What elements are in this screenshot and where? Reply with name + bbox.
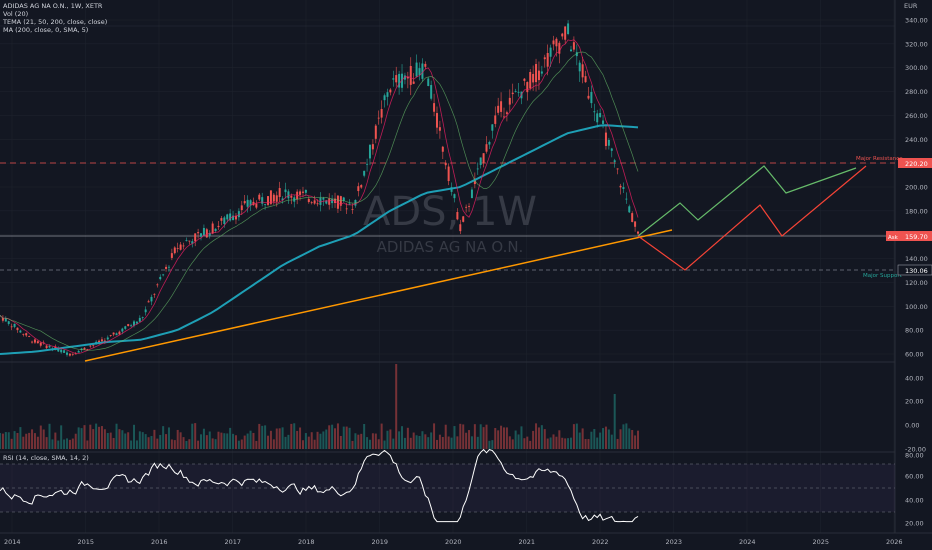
- price-tick: 140.00: [905, 255, 928, 263]
- rsi-title: RSI (14, close, SMA, 14, 2): [3, 454, 89, 462]
- price-tick: 300.00: [905, 64, 928, 72]
- time-tick: 2017: [225, 538, 242, 546]
- volume-tick: 40.00: [905, 375, 924, 383]
- price-tick: 120.00: [905, 279, 928, 287]
- support-price-label: 130.06: [905, 267, 928, 275]
- time-tick: 2025: [813, 538, 830, 546]
- currency-label: EUR: [904, 2, 918, 10]
- price-tick: 280.00: [905, 88, 928, 96]
- price-tick: 260.00: [905, 112, 928, 120]
- volume-tick: 20.00: [905, 398, 924, 406]
- rsi-tick: 40.00: [905, 497, 924, 505]
- rsi-tick: 20.00: [905, 520, 924, 528]
- rsi-tick: 60.00: [905, 473, 924, 481]
- price-tick: 180.00: [905, 207, 928, 215]
- price-tick: 340.00: [905, 17, 928, 25]
- rsi-line: [0, 448, 639, 523]
- rsi-legend: RSI (14, close, SMA, 14, 2): [3, 454, 89, 462]
- current-price-label: 159.70: [905, 233, 928, 241]
- watermark-name: ADIDAS AG NA O.N.: [377, 238, 524, 256]
- indicator-tema: TEMA (21, 50, 200, close, close): [3, 18, 108, 26]
- time-tick: 2015: [78, 538, 95, 546]
- time-tick: 2018: [298, 538, 315, 546]
- indicator-ma: MA (200, close, 0, SMA, 5): [3, 26, 89, 34]
- rsi-tick: 80.00: [905, 452, 924, 460]
- projection-bullish[interactable]: [637, 165, 857, 237]
- price-tick: 100.00: [905, 303, 928, 311]
- time-tick: 2019: [372, 538, 389, 546]
- time-tick: 2016: [151, 538, 168, 546]
- volume-tick: 0.00: [905, 422, 919, 430]
- time-tick: 2023: [666, 538, 683, 546]
- time-tick: 2022: [592, 538, 609, 546]
- time-tick: 2020: [445, 538, 462, 546]
- price-tick: 240.00: [905, 136, 928, 144]
- watermark-ticker: ADS, 1W: [363, 189, 537, 235]
- price-tick: 320.00: [905, 40, 928, 48]
- tema-slow-line: [0, 51, 639, 351]
- resistance-price-label: 220.20: [905, 160, 928, 168]
- volume-bars: [0, 364, 639, 449]
- tema-line: [0, 39, 639, 354]
- trendline[interactable]: [84, 229, 673, 362]
- resistance-text: Major Resistance: [856, 156, 903, 162]
- time-tick: 2024: [739, 538, 756, 546]
- price-tick: 60.00: [905, 351, 924, 359]
- legend: ADIDAS AG NA O.N., 1W, XETR Vol (20) TEM…: [3, 2, 107, 34]
- time-tick: 2021: [519, 538, 536, 546]
- ask-label: Ask: [888, 235, 899, 241]
- support-text: Major Support: [863, 273, 903, 279]
- indicator-vol: Vol (20): [3, 10, 29, 18]
- price-tick: 200.00: [905, 184, 928, 192]
- time-tick: 2014: [4, 538, 21, 546]
- time-tick: 2026: [886, 538, 903, 546]
- volume-tick: -20.00: [905, 446, 926, 454]
- projection-bearish[interactable]: [637, 165, 867, 271]
- symbol-line: ADIDAS AG NA O.N., 1W, XETR: [3, 2, 103, 10]
- price-tick: 80.00: [905, 327, 924, 335]
- rsi-series: [0, 448, 639, 523]
